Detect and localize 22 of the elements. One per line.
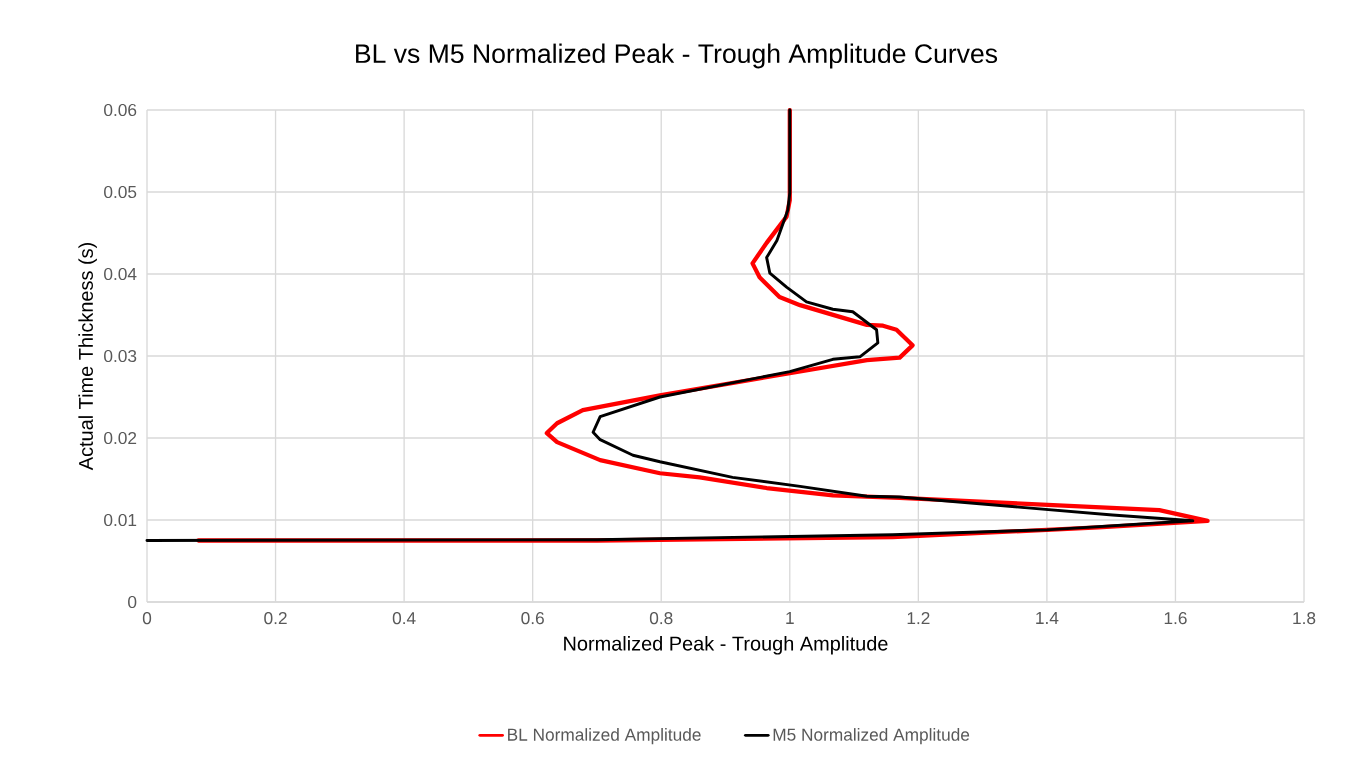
y-tick-label: 0.03 — [104, 349, 137, 363]
y-tick-label: 0.01 — [104, 513, 137, 527]
y-tick-label: 0.02 — [104, 431, 137, 445]
x-tick-label: 0.4 — [392, 612, 416, 625]
chart-title: BL vs M5 Normalized Peak - Trough Amplitude Curves — [356, 43, 998, 69]
legend-label: M5 Normalized Amplitude — [773, 728, 970, 745]
x-tick-label: 1.8 — [1293, 612, 1316, 625]
y-tick-label: 0.04 — [104, 267, 137, 281]
x-tick-label: 0.6 — [521, 612, 544, 625]
x-tick-label: 1.4 — [1036, 612, 1059, 624]
y-tick-label: 0.06 — [104, 103, 137, 117]
y-tick-label: 0 — [128, 595, 137, 609]
y-tick-label: 0.05 — [104, 185, 137, 199]
legend-label: BL Normalized Amplitude — [508, 728, 701, 745]
x-tick-label: 1 — [786, 612, 794, 624]
y-axis-title: Actual Time Thickness (s) — [78, 243, 97, 471]
x-axis-title: Normalized Peak - Trough Amplitude — [564, 636, 888, 655]
x-tick-label: 0.8 — [649, 612, 673, 625]
x-tick-label: 0 — [142, 612, 152, 625]
x-tick-label: 1.6 — [1164, 612, 1187, 625]
x-tick-label: 1.2 — [907, 612, 930, 625]
x-tick-label: 0.2 — [264, 612, 287, 625]
